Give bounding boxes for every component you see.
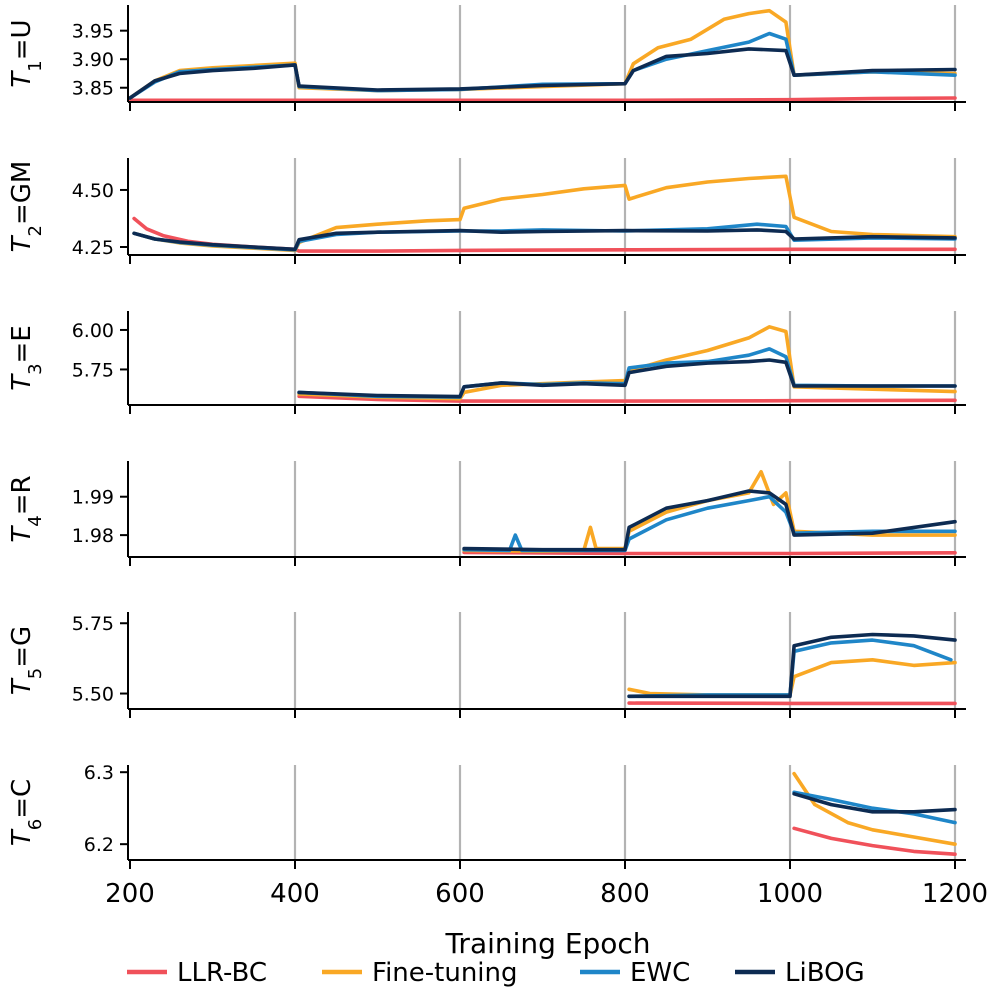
y-tick-label: 1.99	[72, 487, 114, 509]
panel-1: 3.85 3.90 3.95 T1=U	[7, 5, 966, 111]
y-tick-label: 5.75	[72, 613, 114, 635]
series-line-llr-bc	[792, 826, 957, 856]
y-tick-label: 4.25	[72, 237, 114, 259]
series-line-libog	[128, 47, 957, 100]
x-tick-label: 400	[270, 879, 320, 909]
series-line-llr-bc	[128, 96, 957, 103]
series-line-fine-tuning	[462, 470, 957, 553]
x-tick-label: 200	[105, 879, 155, 909]
legend-label: LLR-BC	[177, 958, 267, 987]
y-axis-label: T5=G	[7, 626, 46, 695]
y-tick-label: 3.95	[72, 21, 114, 43]
series-line-libog	[297, 358, 957, 399]
legend-label: LiBOG	[785, 958, 865, 987]
series-line-ewc	[792, 790, 957, 825]
series-line-ewc	[462, 494, 957, 553]
series-line-libog	[462, 489, 957, 552]
y-axis-label: T6=C	[7, 779, 46, 846]
y-axis-label: T3=E	[7, 325, 46, 391]
series-line-libog	[132, 228, 957, 252]
y-axis-label: T4=R	[7, 475, 46, 542]
panel-4: 1.98 1.99 T4=R	[7, 461, 966, 566]
legend-item-libog: LiBOG	[735, 958, 865, 987]
legend-label: EWC	[630, 958, 690, 987]
y-tick-label: 4.50	[72, 180, 114, 202]
legend-item-fine-tuning: Fine-tuning	[322, 958, 518, 987]
x-axis-label: Training Epoch	[444, 927, 650, 960]
series-line-llr-bc	[297, 394, 957, 403]
x-tick-label: 800	[600, 879, 650, 909]
y-tick-label: 5.75	[72, 359, 114, 381]
y-axis-label: T2=GM	[7, 161, 46, 253]
y-tick-label: 6.3	[84, 762, 114, 784]
y-tick-label: 5.50	[72, 684, 114, 706]
legend-item-ewc: EWC	[580, 958, 690, 987]
legend-label: Fine-tuning	[372, 958, 518, 987]
series-line-libog	[627, 632, 957, 699]
x-tick-label: 1000	[757, 879, 823, 909]
panel-5: 5.50 5.75 T5=G	[7, 612, 966, 718]
chart-panels: 3.85 3.90 3.95 T1=U 4.25 4.50 T2=GM 5.75 6.00 T3=…	[7, 5, 988, 909]
y-tick-label: 6.00	[72, 320, 114, 342]
y-tick-label: 6.2	[84, 834, 114, 856]
legend: LLR-BC Fine-tuning EWC LiBOG	[127, 958, 865, 987]
x-tick-label: 1200	[922, 879, 988, 909]
panel-3: 5.75 6.00 T3=E	[7, 311, 966, 414]
panel-6: 6.2 6.3 T6=C	[7, 762, 966, 869]
series-line-fine-tuning	[297, 325, 957, 401]
y-tick-label: 3.85	[72, 78, 114, 100]
y-axis-label: T1=U	[7, 19, 46, 87]
series-line-libog	[792, 792, 957, 814]
y-tick-label: 1.98	[72, 525, 114, 547]
x-tick-labels: 200 400 600 800 1000 1200	[105, 879, 988, 909]
y-tick-label: 3.90	[72, 49, 114, 71]
legend-item-llr-bc: LLR-BC	[127, 958, 267, 987]
panel-2: 4.25 4.50 T2=GM	[7, 158, 966, 264]
x-tick-label: 600	[435, 879, 485, 909]
